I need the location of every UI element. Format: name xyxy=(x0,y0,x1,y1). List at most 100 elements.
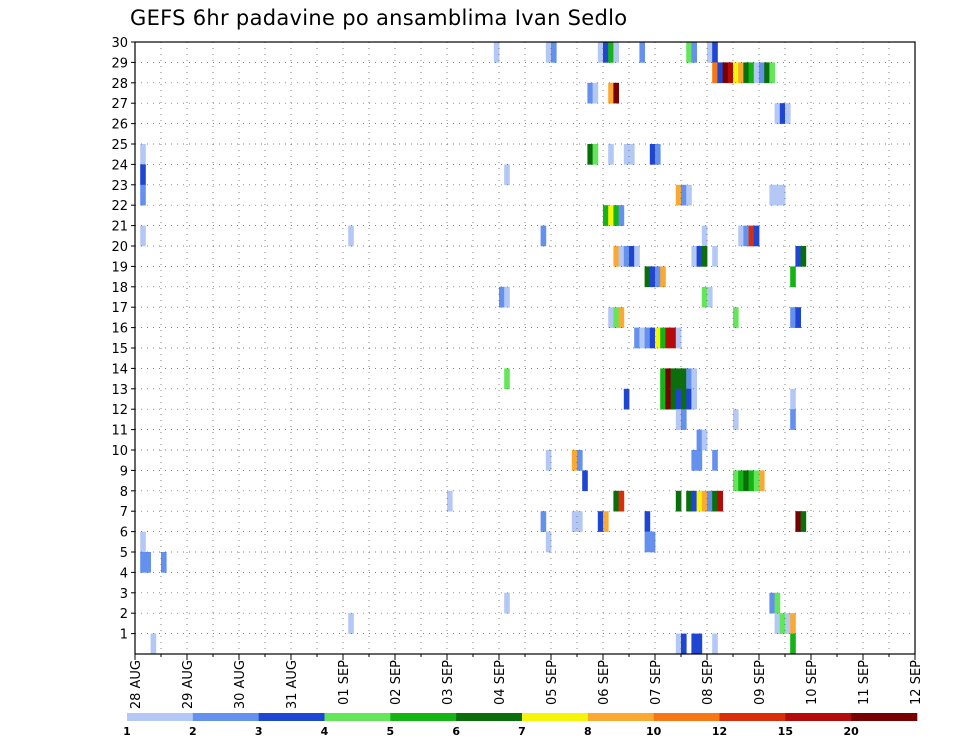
heatmap-cell xyxy=(675,327,682,349)
heatmap-cell xyxy=(701,490,708,512)
heatmap-cell xyxy=(665,388,671,410)
heatmap-cell xyxy=(655,266,661,288)
x-tick-label: 10 SEP xyxy=(805,660,820,705)
y-tick-label: 22 xyxy=(111,199,128,214)
heatmap-cell xyxy=(795,246,801,267)
colorbar-label: 20 xyxy=(844,725,860,738)
heatmap-cell xyxy=(774,592,781,614)
heatmap-cell xyxy=(597,511,604,532)
heatmap-cell xyxy=(790,633,796,655)
heatmap-cell xyxy=(712,633,718,655)
x-tick-label: 09 SEP xyxy=(753,660,768,705)
heatmap-cell xyxy=(753,470,760,492)
heatmap-cell xyxy=(348,613,354,634)
heatmap-cell xyxy=(707,490,713,512)
heatmap-cell xyxy=(629,144,635,165)
y-tick-label: 7 xyxy=(120,505,128,520)
heatmap-cell xyxy=(639,327,645,349)
y-tick-label: 5 xyxy=(120,546,128,561)
heatmap-cell xyxy=(686,490,692,512)
x-tick-label: 04 SEP xyxy=(493,660,508,705)
heatmap-cell xyxy=(592,144,599,165)
y-tick-label: 6 xyxy=(120,526,128,541)
heatmap-cell xyxy=(759,62,765,84)
heatmap-cell xyxy=(644,327,651,349)
heatmap-cell xyxy=(140,144,146,165)
colorbar-swatch xyxy=(258,713,325,721)
heatmap-cell xyxy=(696,450,703,471)
heatmap-cell xyxy=(140,531,146,553)
y-tick-label: 26 xyxy=(111,118,128,133)
heatmap-cell xyxy=(670,388,677,410)
heatmap-cell xyxy=(733,307,739,328)
heatmap-cell xyxy=(785,613,791,634)
heatmap-cell xyxy=(577,511,583,532)
heatmap-cell xyxy=(707,286,713,308)
y-tick-label: 18 xyxy=(111,281,128,296)
y-tick-label: 11 xyxy=(111,424,128,439)
heatmap-cell xyxy=(753,225,760,247)
heatmap-cell xyxy=(707,42,713,63)
heatmap-cell xyxy=(681,633,687,655)
heatmap-cell xyxy=(790,266,796,288)
heatmap-cell xyxy=(686,42,692,63)
heatmap-cell xyxy=(608,82,614,104)
heatmap-cell xyxy=(571,450,578,471)
heatmap-cell xyxy=(738,470,744,492)
x-tick-label: 31 AUG xyxy=(285,660,300,709)
heatmap-cell xyxy=(691,490,697,512)
heatmap-cell xyxy=(348,225,354,247)
colorbar-swatch xyxy=(456,713,523,721)
x-tick-label: 01 SEP xyxy=(337,660,352,705)
y-tick-label: 28 xyxy=(111,77,128,92)
heatmap-cell xyxy=(686,368,692,390)
heatmap-cell xyxy=(597,42,604,63)
heatmap-cell xyxy=(686,388,692,410)
heatmap-cell xyxy=(504,286,510,308)
heatmap-cell xyxy=(681,368,687,390)
y-tick-label: 14 xyxy=(111,362,128,377)
heatmap-cell xyxy=(613,82,619,104)
heatmap-cell xyxy=(623,246,630,267)
heatmap-cell xyxy=(649,327,656,349)
heatmap-cell xyxy=(629,246,635,267)
heatmap-cell xyxy=(769,62,775,84)
heatmap-cell xyxy=(675,368,682,390)
heatmap-cell xyxy=(644,511,651,532)
heatmap-cell xyxy=(447,490,453,512)
heatmap-cell xyxy=(603,511,609,532)
heatmap-cell xyxy=(686,184,692,206)
heatmap-cell xyxy=(691,42,697,63)
heatmap-cell xyxy=(613,246,619,267)
heatmap-cell xyxy=(608,205,614,226)
x-tick-label: 28 AUG xyxy=(129,660,144,709)
heatmap-cell xyxy=(571,511,578,532)
colorbar-label: 5 xyxy=(387,725,395,738)
y-tick-label: 25 xyxy=(111,138,128,153)
y-tick-label: 29 xyxy=(111,56,128,71)
y-tick-label: 3 xyxy=(120,587,128,602)
heatmap-cell xyxy=(140,184,146,206)
heatmap-cell xyxy=(712,490,718,512)
heatmap-cell xyxy=(655,327,661,349)
heatmap-cell xyxy=(660,368,666,390)
heatmap-cell xyxy=(764,62,770,84)
heatmap-cell xyxy=(499,286,505,308)
heatmap-cell xyxy=(800,246,807,267)
heatmap-cell xyxy=(774,613,781,634)
heatmap-cell xyxy=(681,409,687,430)
x-tick-label: 03 SEP xyxy=(441,660,456,705)
y-tick-label: 4 xyxy=(120,566,128,581)
colorbar-swatch xyxy=(127,713,194,721)
heatmap-cell xyxy=(644,266,651,288)
colorbar-swatch xyxy=(653,713,720,721)
heatmap-cell xyxy=(145,552,151,573)
heatmap-cell xyxy=(587,82,593,104)
chart-title: GEFS 6hr padavine po ansamblima Ivan Sed… xyxy=(130,6,628,30)
heatmap-cell xyxy=(748,470,755,492)
heatmap-cell xyxy=(691,246,697,267)
heatmap-cell xyxy=(769,184,775,206)
y-tick-label: 17 xyxy=(111,301,128,316)
heatmap-cell xyxy=(712,42,718,63)
